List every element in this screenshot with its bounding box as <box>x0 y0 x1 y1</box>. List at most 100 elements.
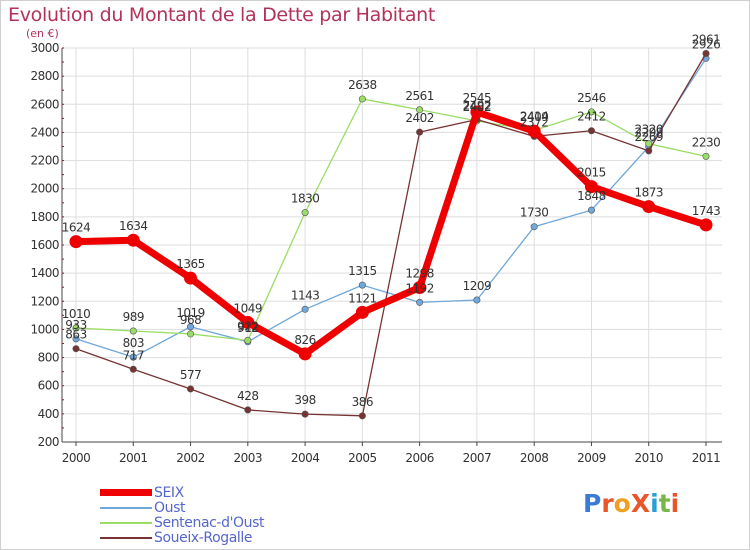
data-point-seix <box>527 124 541 138</box>
data-point-sentenac-d-oust <box>301 209 309 217</box>
data-point-oust <box>473 296 481 304</box>
y-tick-label: 800 <box>38 351 59 365</box>
data-label-soueix-rogalle: 398 <box>294 393 315 407</box>
x-tick-label: 2003 <box>234 451 263 465</box>
series-line-oust <box>75 58 707 358</box>
data-point-seix <box>470 105 484 119</box>
data-label-sentenac-d-oust: 1830 <box>291 192 320 206</box>
legend-item-seix: SEIX <box>100 484 264 501</box>
data-point-soueix-rogalle <box>645 147 653 155</box>
data-label-oust: 803 <box>123 336 144 350</box>
data-point-seix <box>69 235 83 249</box>
data-label-seix: 1873 <box>634 186 663 200</box>
data-point-soueix-rogalle <box>244 406 252 414</box>
legend-item-oust: Oust <box>100 499 264 516</box>
legend-label: SEIX <box>154 484 184 501</box>
data-point-oust <box>187 323 195 331</box>
data-label-seix: 1624 <box>62 221 91 235</box>
logo-letter: X <box>630 489 651 518</box>
data-label-seix: 826 <box>294 333 315 347</box>
y-tick-label: 1600 <box>30 238 59 252</box>
logo-letter: i <box>670 489 680 518</box>
logo-letter: o <box>613 489 631 518</box>
data-label-soueix-rogalle: 2402 <box>405 111 434 125</box>
data-label-oust: 933 <box>65 318 86 332</box>
y-tick-label: 1200 <box>30 294 59 308</box>
data-label-sentenac-d-oust: 2638 <box>348 78 377 92</box>
data-label-soueix-rogalle: 2412 <box>577 110 606 124</box>
data-label-oust: 1848 <box>577 189 606 203</box>
x-tick-label: 2001 <box>119 451 148 465</box>
data-label-sentenac-d-oust: 1010 <box>62 307 91 321</box>
data-label-sentenac-d-oust: 922 <box>237 319 258 333</box>
legend-label: Oust <box>154 499 186 516</box>
data-point-seix <box>584 180 598 194</box>
legend-swatch <box>100 506 152 509</box>
data-label-sentenac-d-oust: 2414 <box>520 109 549 123</box>
data-point-seix <box>298 347 312 361</box>
data-point-seix <box>126 233 140 247</box>
proxiti-logo: ProXiti <box>583 489 679 518</box>
y-tick-label: 2800 <box>30 69 59 83</box>
data-point-seix <box>355 305 369 319</box>
data-point-soueix-rogalle <box>416 128 424 136</box>
data-label-seix: 1049 <box>234 302 263 316</box>
data-label-soueix-rogalle: 717 <box>123 348 144 362</box>
data-label-oust: 2926 <box>692 37 721 51</box>
data-point-oust <box>416 298 424 306</box>
y-tick-label: 400 <box>38 407 59 421</box>
series-line-seix <box>75 108 708 358</box>
y-tick-label: 1400 <box>30 266 59 280</box>
data-label-oust: 1209 <box>463 279 492 293</box>
data-label-seix: 2015 <box>577 166 606 180</box>
data-point-soueix-rogalle <box>702 49 710 57</box>
data-point-sentenac-d-oust <box>702 152 710 160</box>
data-label-oust: 1192 <box>405 281 434 295</box>
data-label-seix: 2545 <box>463 91 492 105</box>
data-label-sentenac-d-oust: 2230 <box>692 135 721 149</box>
logo-letter: i <box>650 489 659 518</box>
data-point-seix <box>413 280 427 294</box>
data-label-oust: 1143 <box>291 288 320 302</box>
legend-swatch <box>100 536 152 539</box>
data-point-soueix-rogalle <box>358 412 366 420</box>
data-label-sentenac-d-oust: 2561 <box>405 89 434 103</box>
data-label-sentenac-d-oust: 2482 <box>463 100 492 114</box>
y-tick-label: 2200 <box>30 154 59 168</box>
data-label-seix: 2409 <box>520 110 549 124</box>
data-label-seix: 1743 <box>692 204 721 218</box>
data-point-soueix-rogalle <box>187 385 195 393</box>
data-point-oust <box>72 335 80 343</box>
data-point-seix <box>241 316 255 330</box>
data-label-oust: 912 <box>237 321 258 335</box>
x-tick-label: 2005 <box>348 451 377 465</box>
series-line-soueix-rogalle <box>75 53 707 417</box>
data-point-soueix-rogalle <box>301 410 309 418</box>
data-point-sentenac-d-oust <box>358 95 366 103</box>
data-label-soueix-rogalle: 386 <box>352 395 373 409</box>
legend: SEIX Oust Sentenac-d'Oust Soueix-Rogalle <box>100 484 265 546</box>
legend-swatch <box>100 521 152 524</box>
data-point-seix <box>699 218 713 232</box>
x-tick-label: 2004 <box>291 451 320 465</box>
x-tick-label: 2009 <box>577 451 606 465</box>
legend-label: Sentenac-d'Oust <box>154 514 265 531</box>
logo-letter: r <box>601 489 614 518</box>
data-label-soueix-rogalle: 2492 <box>463 98 492 112</box>
y-tick-label: 600 <box>38 379 59 393</box>
data-point-sentenac-d-oust <box>416 106 424 114</box>
x-tick-label: 2008 <box>520 451 549 465</box>
data-point-seix <box>184 271 198 285</box>
data-label-oust: 2299 <box>634 126 663 140</box>
data-point-oust <box>587 206 595 214</box>
data-point-soueix-rogalle <box>72 345 80 353</box>
x-tick-label: 2011 <box>692 451 721 465</box>
data-label-oust: 1315 <box>348 264 377 278</box>
data-point-sentenac-d-oust <box>645 140 653 148</box>
legend-swatch <box>100 489 152 496</box>
legend-item-sentenac-d-oust: Sentenac-d'Oust <box>100 514 265 531</box>
data-label-soueix-rogalle: 863 <box>65 328 86 342</box>
data-label-sentenac-d-oust: 2546 <box>577 91 606 105</box>
x-tick-label: 2010 <box>634 451 663 465</box>
data-label-seix: 1634 <box>119 219 148 233</box>
